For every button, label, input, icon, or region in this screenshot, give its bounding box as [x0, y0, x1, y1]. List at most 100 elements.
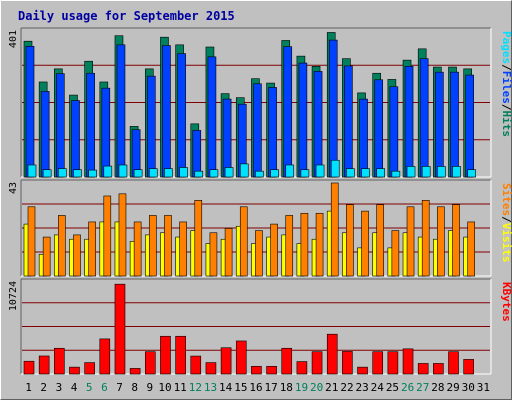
- kbytes-bar: [387, 351, 399, 375]
- sites-bar: [346, 204, 354, 277]
- series-legend-label: KBytes: [500, 282, 512, 322]
- pages-bar: [255, 170, 264, 178]
- y-axis-max-label: 401: [8, 30, 19, 48]
- kbytes-bar: [54, 347, 65, 375]
- kbytes-bar: [160, 335, 171, 375]
- day-label: 16: [249, 381, 262, 394]
- files-bar: [344, 65, 353, 178]
- sites-bar: [58, 215, 66, 277]
- files-bar: [207, 56, 217, 178]
- kbytes-bar: [251, 365, 262, 375]
- kbytes-bar: [372, 351, 384, 375]
- kbytes-bar: [311, 351, 323, 375]
- day-label: 13: [204, 381, 217, 394]
- sites-bar: [164, 215, 172, 277]
- pages-bar: [437, 166, 446, 178]
- pages-bar: [330, 159, 340, 178]
- sites-bar: [421, 200, 430, 277]
- series-legend-label: Pages/Files/Hits: [500, 31, 512, 137]
- pages-bar: [148, 168, 158, 178]
- kbytes-bar: [175, 335, 186, 375]
- pages-bar: [133, 169, 143, 178]
- day-label: 29: [446, 381, 459, 394]
- kbytes-bar: [99, 338, 111, 375]
- kbytes-bar: [326, 333, 338, 375]
- chart-panel-3: 10724 KBytes: [8, 278, 512, 375]
- sites-bar: [285, 215, 294, 277]
- pages-bar: [315, 164, 325, 178]
- sites-bar: [255, 230, 263, 277]
- day-label: 15: [234, 381, 247, 394]
- files-bar: [374, 79, 384, 178]
- day-label: 4: [71, 381, 78, 394]
- legend-entry: Sites: [500, 183, 512, 216]
- files-bar: [435, 71, 444, 178]
- day-label: 25: [386, 381, 399, 394]
- files-bar: [25, 45, 35, 178]
- sites-bar: [73, 234, 81, 277]
- files-bar: [71, 100, 80, 178]
- day-label: 21: [325, 381, 338, 394]
- day-label: 18: [280, 381, 293, 394]
- sites-bar: [179, 221, 187, 277]
- day-axis-labels: 1 2 3 4 5 6 7 8 9 10 11 12 13 14 15 16 17 18 19 20 21 22 23 24 2…: [25, 381, 490, 394]
- files-bar: [116, 44, 126, 178]
- pages-bar: [209, 169, 219, 178]
- files-bar: [192, 130, 202, 178]
- sites-bar: [406, 206, 415, 277]
- files-bar: [146, 75, 156, 178]
- kbytes-bar: [129, 368, 141, 375]
- sites-bar: [437, 206, 445, 277]
- day-label: 3: [56, 381, 63, 394]
- pages-bar: [406, 166, 416, 178]
- legend-entry: Files: [500, 71, 512, 104]
- kbytes-bar: [448, 351, 459, 375]
- sites-bar: [103, 195, 112, 277]
- pages-bar: [42, 169, 52, 178]
- kbytes-bar: [402, 348, 414, 375]
- legend-entry: /: [500, 104, 512, 111]
- day-label: 31: [477, 381, 490, 394]
- files-bar: [328, 39, 338, 178]
- chart-panel-1: 401 Pages/Files/Hits: [8, 27, 512, 178]
- files-bar: [40, 91, 50, 178]
- kbytes-bar: [190, 355, 202, 375]
- kbytes-bar: [235, 340, 247, 375]
- sites-bar: [88, 221, 96, 277]
- day-label: 2: [40, 381, 47, 394]
- kbytes-bar: [144, 351, 156, 375]
- pages-bar: [391, 170, 401, 178]
- legend-entry: Pages: [500, 31, 512, 64]
- kbytes-bar: [433, 363, 444, 375]
- pages-bar: [224, 167, 234, 178]
- sites-bar: [330, 182, 339, 277]
- pages-bar: [346, 168, 355, 178]
- files-bar: [268, 87, 277, 178]
- kbytes-bar: [205, 362, 217, 375]
- sites-bar: [300, 212, 309, 277]
- day-label: 19: [295, 381, 308, 394]
- pages-bar: [73, 169, 82, 178]
- legend-entry: /: [500, 64, 512, 71]
- day-label: 9: [147, 381, 154, 394]
- chart-title: Daily usage for September 2015: [18, 9, 235, 23]
- legend-entry: /: [500, 216, 512, 223]
- kbytes-bar: [281, 347, 293, 375]
- day-label: 20: [310, 381, 323, 394]
- sites-bar: [452, 204, 460, 277]
- day-label: 10: [158, 381, 171, 394]
- files-bar: [222, 98, 232, 178]
- day-label: 6: [101, 381, 108, 394]
- pages-bar: [270, 169, 279, 178]
- pages-bar: [467, 169, 476, 178]
- pages-bar: [118, 164, 128, 178]
- day-label: 22: [340, 381, 353, 394]
- legend-entry: Hits: [500, 111, 512, 138]
- day-label: 12: [189, 381, 202, 394]
- files-bar: [298, 62, 308, 178]
- sites-bar: [194, 200, 203, 277]
- sites-bar: [42, 236, 51, 277]
- pages-bar: [179, 167, 188, 178]
